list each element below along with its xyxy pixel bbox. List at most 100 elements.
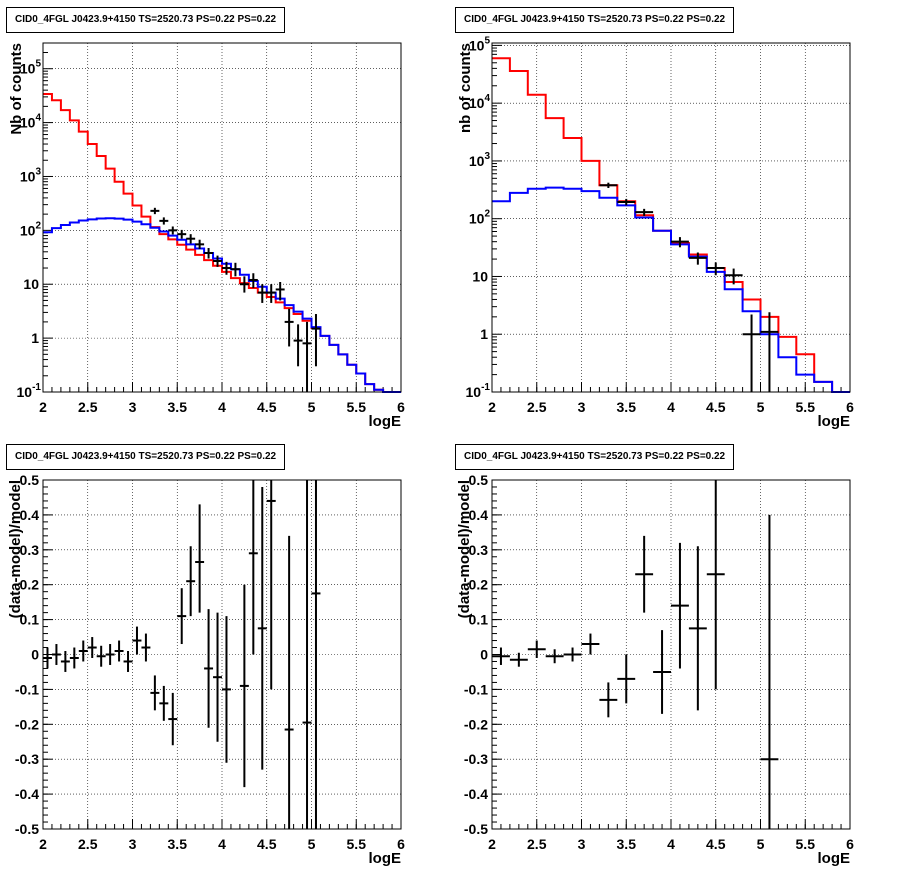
- x-tick-label: 3.5: [617, 399, 637, 415]
- y-tick-label: -0.2: [15, 716, 39, 732]
- data-point: [302, 321, 312, 392]
- data-points-series: [43, 480, 321, 829]
- plot-title: CID0_4FGL J0423.9+4150 TS=2520.73 PS=0.2…: [455, 7, 735, 33]
- data-point: [760, 312, 779, 392]
- data-point: [724, 268, 743, 285]
- histogram-line: [43, 92, 401, 393]
- y-tick-label: 10-1: [17, 382, 42, 400]
- data-points-series: [599, 182, 779, 392]
- y-tick-label: 10: [472, 268, 488, 284]
- data-point: [671, 237, 689, 248]
- data-point: [293, 324, 303, 367]
- x-tick-label: 6: [846, 836, 854, 852]
- data-point: [671, 542, 689, 669]
- x-tick-label: 4: [218, 399, 226, 415]
- x-tick-label: 4: [667, 399, 675, 415]
- x-tick-label: 3: [578, 836, 586, 852]
- y-tick-label: 0: [31, 647, 39, 663]
- y-axis-label: (data-model)/model: [7, 480, 24, 618]
- grid: [43, 43, 401, 392]
- data-point: [213, 612, 222, 742]
- y-tick-label: -0.5: [15, 821, 39, 837]
- data-point: [688, 546, 707, 711]
- data-point: [132, 626, 142, 655]
- data-point: [195, 239, 205, 250]
- y-tick-label: 0.1: [469, 612, 489, 628]
- data-point: [248, 273, 258, 289]
- plot-title: CID0_4FGL J0423.9+4150 TS=2520.73 PS=0.2…: [455, 444, 735, 470]
- y-tick-label: 103: [469, 151, 491, 169]
- y-tick-label: -0.3: [464, 751, 488, 767]
- x-tick-label: 2: [488, 836, 496, 852]
- plot-frame: [491, 42, 851, 393]
- data-point: [617, 654, 636, 704]
- data-point: [159, 217, 169, 225]
- data-point: [87, 637, 97, 658]
- data-point: [96, 645, 106, 667]
- y-tick-label: -0.4: [15, 786, 39, 802]
- histogram-series: [43, 92, 401, 393]
- plot-title: CID0_4FGL J0423.9+4150 TS=2520.73 PS=0.2…: [6, 7, 286, 33]
- plot-frame: [42, 479, 402, 830]
- y-tick-label: 0.5: [469, 472, 489, 488]
- x-tick-label: 5.5: [347, 399, 367, 415]
- x-tick-label: 2: [39, 399, 47, 415]
- x-tick-label: 2.5: [527, 399, 547, 415]
- data-point: [492, 647, 510, 665]
- y-tick-label: 102: [469, 209, 491, 227]
- residual-plot-coarse: 2 2.5 3 3.5 4 4.5 5 5.5 6 -0.5 -0.4 -0.3 -0.2 -0.1 0 0.…: [456, 472, 854, 867]
- x-axis-label: logE: [369, 413, 402, 430]
- data-point: [186, 546, 196, 617]
- data-point: [706, 262, 725, 276]
- y-tick-label: -0.1: [464, 681, 488, 697]
- y-tick-label: -0.3: [15, 751, 39, 767]
- x-tick-label: 6: [846, 399, 854, 415]
- data-point: [257, 486, 267, 770]
- y-tick-label: 0: [480, 647, 488, 663]
- x-tick-label: 2.5: [78, 836, 98, 852]
- y-tick-label: 10-1: [466, 382, 491, 400]
- x-tick-label: 5.5: [347, 836, 367, 852]
- x-tick-label: 5.5: [796, 836, 816, 852]
- data-point: [177, 588, 187, 645]
- x-tick-label: 2.5: [527, 836, 547, 852]
- data-point: [284, 308, 294, 347]
- data-point: [114, 640, 124, 662]
- histogram-series: [492, 57, 850, 393]
- y-tick-label: 102: [20, 220, 42, 238]
- x-tick-label: 5: [757, 836, 765, 852]
- x-axis-label: logE: [369, 850, 402, 867]
- data-point: [186, 234, 196, 244]
- data-point: [653, 630, 671, 714]
- grid: [43, 480, 401, 829]
- y-tick-label: 0.2: [469, 577, 489, 593]
- data-point: [311, 480, 321, 829]
- y-axis-label: Nb of counts: [8, 43, 25, 135]
- data-point: [213, 255, 222, 267]
- plot-frame: [42, 42, 402, 393]
- data-point: [760, 514, 779, 829]
- histogram-line: [492, 57, 850, 393]
- plot-title: CID0_4FGL J0423.9+4150 TS=2520.73 PS=0.2…: [6, 444, 286, 470]
- y-tick-label: 104: [20, 113, 42, 131]
- data-point: [123, 651, 133, 672]
- data-point: [43, 647, 52, 669]
- histogram-line: [43, 217, 401, 393]
- y-axis-label: (data-model)/model: [456, 480, 473, 618]
- data-point: [204, 609, 214, 728]
- x-tick-label: 3: [129, 836, 137, 852]
- x-axis-label: logE: [818, 413, 851, 430]
- minor-ticks: [42, 51, 402, 392]
- x-tick-label: 3.5: [617, 836, 637, 852]
- data-point: [150, 675, 160, 711]
- x-tick-label: 4: [218, 836, 226, 852]
- y-tick-label: 105: [469, 35, 491, 53]
- y-tick-label: -0.2: [464, 716, 488, 732]
- data-point: [248, 480, 258, 655]
- y-tick-label: 104: [469, 93, 491, 111]
- data-point: [239, 584, 249, 788]
- x-tick-label: 5.5: [796, 399, 816, 415]
- data-points-series: [150, 207, 321, 392]
- x-tick-label: 4.5: [257, 399, 277, 415]
- data-point: [266, 284, 276, 303]
